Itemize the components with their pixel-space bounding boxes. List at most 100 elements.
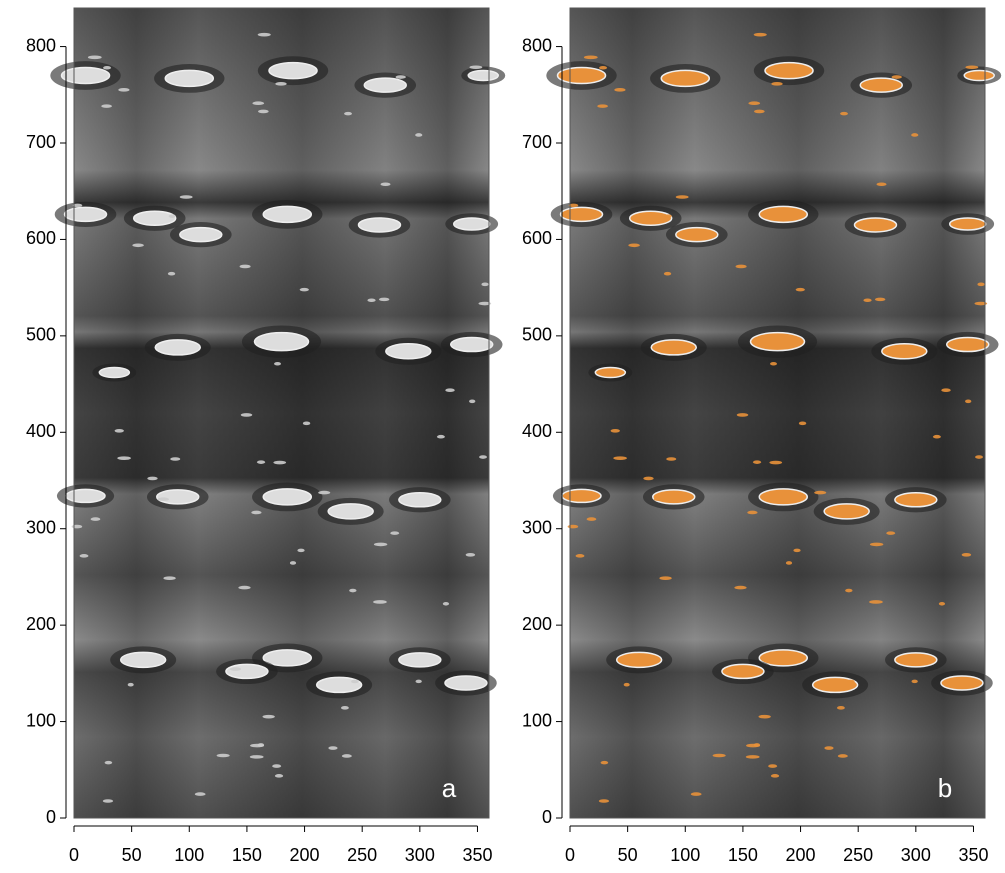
spot <box>262 715 274 719</box>
spot <box>576 554 585 558</box>
x-tick-label: 100 <box>174 845 204 865</box>
blob <box>180 228 222 242</box>
spot <box>814 491 826 495</box>
blob <box>558 68 606 84</box>
spot <box>643 477 653 481</box>
spot <box>824 746 833 750</box>
blob <box>62 68 110 84</box>
spot <box>746 744 760 748</box>
x-tick-label: 50 <box>618 845 638 865</box>
spot <box>965 400 971 404</box>
blob <box>65 207 107 221</box>
spot <box>962 553 972 557</box>
blob <box>165 70 213 86</box>
spot <box>275 82 286 86</box>
blob <box>66 489 105 502</box>
x-tick-label: 200 <box>290 845 320 865</box>
y-tick-label: 300 <box>522 517 552 537</box>
blob <box>263 206 311 222</box>
spot <box>318 491 330 495</box>
spot <box>115 429 124 433</box>
x-tick-label: 300 <box>901 845 931 865</box>
spot <box>614 88 625 92</box>
blob <box>630 211 672 225</box>
blob <box>765 63 813 79</box>
blob <box>468 71 498 81</box>
spot <box>838 754 848 758</box>
spot <box>771 82 782 86</box>
spot <box>132 243 144 247</box>
spot <box>845 589 852 593</box>
spot <box>272 764 281 768</box>
spot <box>250 744 264 748</box>
spot <box>274 362 281 366</box>
spot <box>870 543 883 547</box>
spot <box>748 101 760 105</box>
blob <box>451 338 493 352</box>
y-tick-label: 300 <box>26 517 56 537</box>
spot <box>713 754 726 758</box>
spot <box>238 586 250 590</box>
x-tick-label: 300 <box>405 845 435 865</box>
blob <box>157 490 199 504</box>
image-panel: b010020030040050060070080005010015020025… <box>522 8 1001 865</box>
spot <box>875 298 885 302</box>
spot <box>584 56 598 60</box>
spot <box>290 561 296 565</box>
blob <box>950 218 986 230</box>
y-tick-label: 100 <box>26 710 56 730</box>
y-tick-label: 400 <box>26 421 56 441</box>
spot <box>88 56 102 60</box>
spot <box>72 525 83 529</box>
y-tick-label: 500 <box>26 325 56 345</box>
blob <box>99 368 129 378</box>
spot <box>217 754 230 758</box>
spot <box>180 195 193 199</box>
spot <box>250 755 264 759</box>
spot <box>344 112 352 116</box>
spot <box>611 429 620 433</box>
spot <box>770 362 777 366</box>
spot <box>754 33 767 37</box>
spot <box>342 754 352 758</box>
spot <box>691 792 702 796</box>
spot <box>91 517 101 521</box>
blob <box>964 71 994 81</box>
spot <box>666 457 676 461</box>
spot <box>654 497 665 501</box>
spot <box>736 265 747 269</box>
spot <box>275 774 283 778</box>
spot <box>379 298 389 302</box>
spot <box>939 602 945 606</box>
spot <box>416 680 422 684</box>
spot <box>768 764 777 768</box>
x-tick-label: 200 <box>786 845 816 865</box>
spot <box>599 799 609 803</box>
blob <box>676 228 718 242</box>
panel-label: b <box>938 773 952 803</box>
spot <box>481 283 488 287</box>
spot <box>230 667 241 671</box>
spot <box>437 435 445 439</box>
image-shading <box>74 8 489 818</box>
x-tick-label: 100 <box>670 845 700 865</box>
spot <box>195 792 206 796</box>
blob <box>358 218 400 232</box>
blob <box>328 504 373 519</box>
spot <box>847 680 855 684</box>
spot <box>659 576 671 580</box>
spot <box>373 600 387 604</box>
blob <box>895 653 937 667</box>
y-tick-label: 600 <box>26 228 56 248</box>
spot <box>170 457 180 461</box>
spot <box>977 283 984 287</box>
spot <box>597 104 608 108</box>
spot <box>101 104 112 108</box>
blob <box>751 333 805 351</box>
blob <box>255 333 309 351</box>
spot <box>300 288 309 292</box>
spot <box>758 715 770 719</box>
spot <box>241 413 253 417</box>
image-shading <box>570 8 985 818</box>
